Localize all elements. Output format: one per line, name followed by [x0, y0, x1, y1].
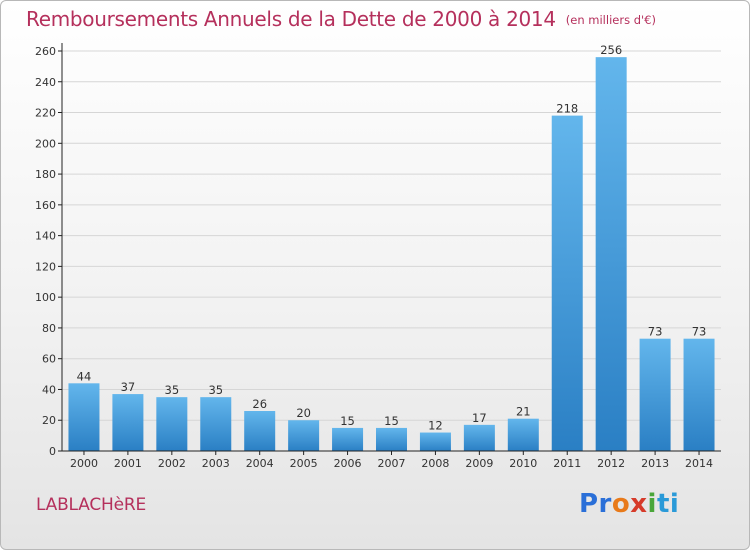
x-tick-label: 2008	[421, 457, 449, 470]
x-tick-label: 2003	[202, 457, 230, 470]
data-label: 15	[384, 414, 399, 428]
y-tick-label: 40	[42, 383, 56, 396]
y-tick-label: 220	[35, 107, 56, 120]
bar	[112, 394, 144, 451]
data-label: 20	[296, 406, 311, 420]
x-tick-label: 2001	[114, 457, 142, 470]
x-tick-label: 2007	[378, 457, 406, 470]
data-label: 15	[340, 414, 355, 428]
y-tick-label: 60	[42, 353, 56, 366]
data-label: 35	[208, 383, 223, 397]
bar	[244, 411, 276, 451]
y-tick-label: 200	[35, 137, 56, 150]
bar	[683, 338, 715, 451]
y-tick-label: 0	[49, 445, 56, 458]
y-tick-label: 260	[35, 45, 56, 58]
x-tick-label: 2011	[553, 457, 581, 470]
x-tick-label: 2002	[158, 457, 186, 470]
bar	[68, 383, 100, 451]
data-label: 21	[516, 405, 531, 419]
proxiti-logo: Proxiti	[579, 489, 680, 519]
y-tick-label: 140	[35, 230, 56, 243]
bar	[463, 424, 495, 451]
data-label: 256	[600, 43, 622, 57]
data-label: 12	[428, 419, 443, 433]
data-label: 218	[556, 102, 578, 116]
data-label: 37	[121, 380, 136, 394]
bar	[288, 420, 320, 451]
bar	[200, 397, 232, 451]
x-tick-label: 2005	[290, 457, 318, 470]
chart-unit: (en milliers d'€)	[565, 13, 656, 27]
chart-title-text: Remboursements Annuels de la Dette de 20…	[26, 7, 556, 31]
bar	[156, 397, 188, 451]
bar	[595, 57, 627, 452]
x-tick-label: 2010	[509, 457, 537, 470]
x-tick-label: 2013	[641, 457, 669, 470]
data-label: 17	[472, 411, 487, 425]
x-tick-label: 2000	[70, 457, 98, 470]
y-tick-label: 120	[35, 260, 56, 273]
y-tick-label: 240	[35, 76, 56, 89]
chart-title: Remboursements Annuels de la Dette de 20…	[26, 7, 656, 31]
bar	[376, 427, 407, 451]
data-label: 44	[77, 369, 92, 383]
bar	[551, 115, 583, 451]
x-tick-label: 2004	[246, 457, 274, 470]
x-tick-label: 2012	[597, 457, 625, 470]
bar	[419, 432, 451, 451]
bar	[332, 427, 364, 451]
data-label: 35	[165, 383, 180, 397]
data-label: 73	[692, 325, 707, 339]
x-tick-label: 2014	[685, 457, 713, 470]
bar	[507, 418, 539, 451]
data-label: 73	[648, 325, 663, 339]
y-tick-label: 160	[35, 199, 56, 212]
data-label: 26	[252, 397, 267, 411]
y-tick-label: 100	[35, 291, 56, 304]
bar	[639, 338, 671, 451]
y-tick-label: 20	[42, 414, 56, 427]
y-tick-label: 180	[35, 168, 56, 181]
y-tick-label: 80	[42, 322, 56, 335]
commune-name: LABLACHèRE	[36, 495, 147, 515]
x-tick-label: 2009	[465, 457, 493, 470]
x-tick-label: 2006	[334, 457, 362, 470]
